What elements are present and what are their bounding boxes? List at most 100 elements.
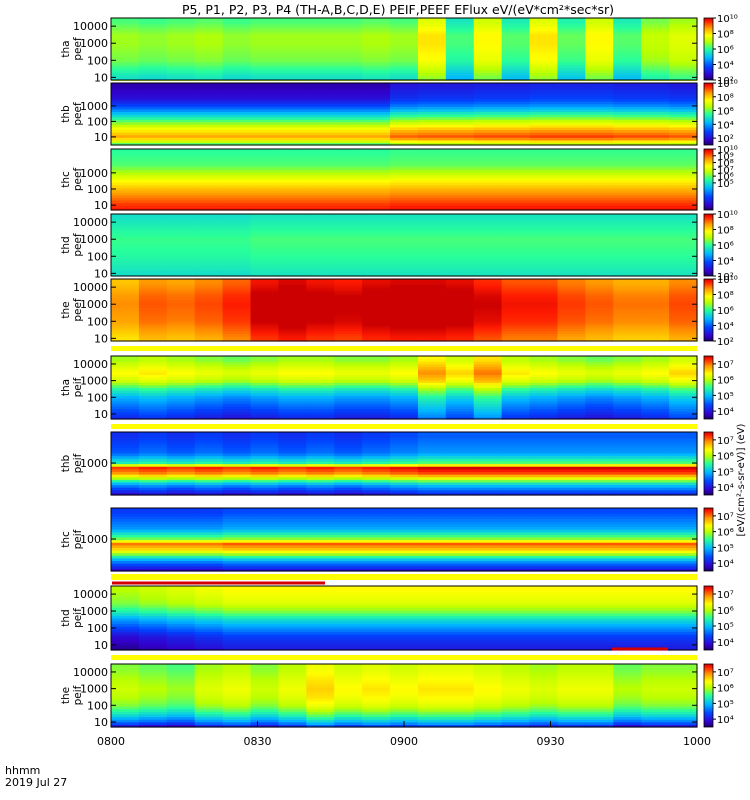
heatmap-cell [194,466,224,470]
heatmap-cell [194,101,224,105]
heatmap-cell [613,320,642,324]
heatmap-cell [473,279,503,283]
heatmap-cell [278,395,307,399]
heatmap-cell [222,439,252,444]
heatmap-cell [334,618,363,622]
heatmap-cell [138,588,168,592]
heatmap-cell [278,30,307,35]
heatmap-cell [557,304,586,309]
heatmap-cell [641,437,670,441]
heatmap-cell [250,237,280,241]
heatmap-cell [138,164,168,168]
heatmap-cell [585,398,614,402]
heatmap-cell [334,273,363,277]
heatmap-cell [557,439,586,444]
heatmap-cell [417,247,447,251]
heatmap-cell [641,398,670,402]
heatmap-cell [417,30,447,35]
heatmap-cell [641,169,670,173]
heatmap-cell [613,356,642,360]
heatmap-cell [557,28,586,32]
heatmap-cell [278,560,307,564]
heatmap-cell [166,139,196,144]
heatmap-cell [501,471,531,475]
heatmap-cell [529,54,559,58]
heatmap-cell [138,270,168,275]
heatmap-cell [529,194,559,198]
heatmap-cell [585,529,614,533]
heatmap-cell [501,119,531,123]
heatmap-cell [529,154,559,158]
heatmap-cell [445,199,475,203]
heatmap-cell [557,471,586,475]
heatmap-cell [111,510,140,514]
heatmap-cell [557,610,586,614]
heatmap-cell [445,468,475,472]
heatmap-cell [166,320,196,324]
heatmap-cell [111,721,140,725]
heatmap-cell [390,216,419,220]
heatmap-cell [641,189,670,193]
heatmap-cell [138,142,168,146]
heatmap-cell [111,322,140,327]
heatmap-cell [613,620,642,624]
heatmap-cell [194,563,224,567]
heatmap-cell [529,103,559,107]
heatmap-cell [250,30,280,35]
heatmap-cell [669,325,698,329]
heatmap-cell [613,463,642,467]
heatmap-cell [557,474,586,478]
heatmap-cell [194,458,224,462]
heatmap-cell [417,489,447,493]
heatmap-cell [529,33,559,37]
heatmap-cell [334,279,363,283]
heatmap-cell [306,204,335,209]
heatmap-cell [641,247,670,251]
heatmap-cell [111,596,140,600]
heatmap-cell [529,108,559,113]
heatmap-cell [166,289,196,293]
heatmap-cell [390,23,419,27]
heatmap-cell [669,88,698,92]
heatmap-cell [166,265,196,269]
heatmap-cell [585,468,614,472]
heatmap-cell [417,552,447,556]
heatmap-cell [166,137,196,141]
heatmap-cell [473,458,503,462]
heatmap-cell [166,631,196,635]
heatmap-cell [194,557,224,562]
heatmap-cell [473,49,503,53]
heatmap-cell [585,544,614,548]
heatmap-cell [138,315,168,319]
heatmap-cell [362,169,391,173]
heatmap-cell [278,706,307,710]
heatmap-cell [557,596,586,600]
heatmap-cell [613,169,642,173]
heatmap-cell [306,232,335,236]
heatmap-cell [138,374,168,378]
heatmap-cell [641,234,670,238]
heatmap-cell [390,284,419,288]
heatmap-cell [334,156,363,160]
heatmap-cell [445,432,475,436]
heatmap-cell [334,666,363,670]
heatmap-cell [445,484,475,488]
heatmap-cell [473,164,503,168]
heatmap-cell [641,312,670,316]
heatmap-cell [222,411,252,415]
heatmap-cell [557,202,586,206]
heatmap-cell [362,708,391,712]
heatmap-cell [613,166,642,170]
heatmap-cell [138,237,168,241]
heatmap-cell [250,74,280,79]
heatmap-cell [111,607,140,611]
heatmap-cell [306,108,335,113]
heatmap-cell [390,623,419,627]
heatmap-cell [306,72,335,76]
heatmap-cell [362,320,391,324]
colorbar-tick-label: 10⁷ [717,590,734,601]
heatmap-cell [306,279,335,283]
heatmap-cell [529,644,559,648]
heatmap-cell [194,599,224,603]
